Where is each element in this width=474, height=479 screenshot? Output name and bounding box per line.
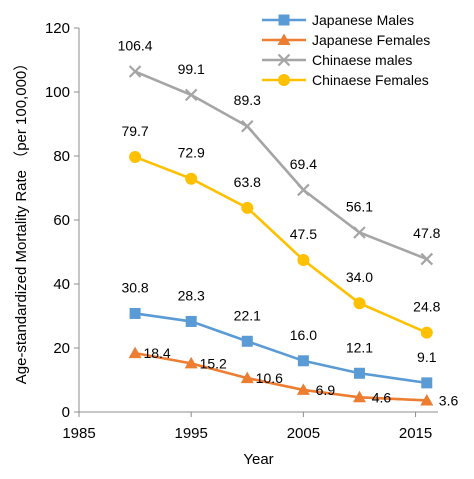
data-point-chinaese-males	[297, 183, 310, 197]
data-point-chinaese-males	[353, 226, 366, 239]
data-label-chinaese-males: 89.3	[234, 92, 261, 108]
data-point-japanese-females	[420, 393, 434, 406]
data-point-japanese-males	[421, 377, 433, 389]
data-point-chinaese-females	[353, 297, 366, 310]
data-point-japanese-males	[241, 335, 253, 347]
y-tick-label: 120	[45, 20, 70, 37]
data-point-chinaese-females	[420, 326, 433, 339]
data-label-chinaese-females: 47.5	[290, 226, 317, 242]
data-label-chinaese-females: 34.0	[346, 269, 373, 285]
legend-label-chinaese-females: Chinaese Females	[312, 72, 429, 88]
x-tick-label: 2005	[287, 425, 320, 442]
y-tick-label: 20	[53, 340, 70, 357]
data-point-chinaese-males	[184, 88, 198, 102]
data-label-chinaese-males: 47.8	[413, 225, 440, 241]
x-axis-title: Year	[243, 451, 273, 468]
x-tick-label: 1995	[175, 425, 208, 442]
y-tick-label: 100	[45, 84, 70, 101]
legend-marker-chinaese-females	[278, 74, 290, 86]
data-point-chinaese-males	[128, 65, 142, 78]
data-point-chinaese-females	[185, 172, 198, 185]
data-labels: 30.8 28.3 22.1 16.0 12.1 9.1 18.4 15.2 10.6 6.9 4.…	[118, 38, 459, 409]
series-line-japanese-males	[134, 312, 427, 385]
legend-marker-chinaese-males	[277, 53, 291, 67]
series-lines	[134, 70, 428, 402]
data-label-chinaese-males: 69.4	[290, 156, 317, 172]
data-label-chinaese-males: 106.4	[118, 38, 153, 54]
data-label-japanese-males: 16.0	[290, 327, 317, 343]
data-label-japanese-females: 15.2	[200, 355, 227, 371]
data-point-japanese-males	[297, 355, 309, 367]
data-label-chinaese-females: 24.8	[413, 299, 440, 315]
data-point-chinaese-females	[297, 254, 310, 266]
data-point-japanese-females	[184, 356, 198, 369]
data-label-chinaese-females: 63.8	[234, 174, 261, 190]
legend-label-japanese-females: Japanese Females	[312, 32, 430, 48]
legend: Japanese Males Japanese Females Chinaese m…	[262, 12, 430, 88]
data-label-japanese-males: 12.1	[346, 339, 373, 355]
data-label-japanese-females: 18.4	[143, 345, 170, 361]
data-point-chinaese-males	[241, 119, 254, 133]
data-point-japanese-females	[128, 346, 142, 359]
data-point-japanese-males	[353, 367, 365, 379]
data-label-japanese-females: 3.6	[439, 392, 459, 408]
x-tick-label: 2015	[399, 425, 432, 442]
y-axis-title: Age-standardized Mortality Rate （per 100…	[13, 56, 30, 385]
data-point-japanese-females	[352, 390, 366, 403]
legend-marker-japanese-females	[277, 33, 291, 45]
data-label-chinaese-males: 99.1	[178, 61, 205, 77]
data-point-chinaese-females	[241, 201, 254, 214]
data-label-japanese-females: 6.9	[316, 382, 336, 398]
data-label-japanese-males: 22.1	[234, 307, 261, 323]
data-label-chinaese-females: 79.7	[121, 123, 148, 139]
data-label-japanese-males: 30.8	[121, 279, 148, 295]
x-tick-label: 1985	[62, 425, 95, 442]
y-tick-label: 40	[53, 276, 70, 293]
data-label-chinaese-males: 56.1	[346, 198, 373, 214]
data-point-japanese-males	[129, 307, 141, 319]
legend-label-chinaese-males: Chinaese males	[312, 52, 412, 68]
series-line-chinaese-females	[134, 155, 428, 334]
data-label-japanese-males: 9.1	[417, 349, 437, 365]
series-markers	[128, 65, 434, 406]
data-label-japanese-females: 10.6	[256, 370, 283, 386]
data-point-chinaese-males	[420, 252, 434, 266]
data-label-japanese-females: 4.6	[372, 389, 392, 405]
series-line-japanese-females	[134, 351, 427, 402]
axes: 0 20 40 60 80 100 120 1985 1995 2005 2015 Year Age-s…	[13, 20, 438, 468]
data-label-chinaese-females: 72.9	[178, 145, 205, 161]
y-tick-label: 60	[53, 212, 70, 229]
data-point-japanese-females	[296, 383, 310, 395]
y-tick-label: 80	[53, 148, 70, 165]
data-point-chinaese-females	[129, 150, 142, 163]
y-tick-label: 0	[62, 404, 70, 421]
data-label-japanese-males: 28.3	[178, 287, 205, 303]
data-point-japanese-males	[185, 315, 197, 327]
legend-marker-japanese-males	[278, 14, 290, 26]
data-point-japanese-females	[240, 371, 254, 384]
legend-label-japanese-males: Japanese Males	[312, 12, 414, 28]
series-line-chinaese-males	[134, 70, 428, 261]
